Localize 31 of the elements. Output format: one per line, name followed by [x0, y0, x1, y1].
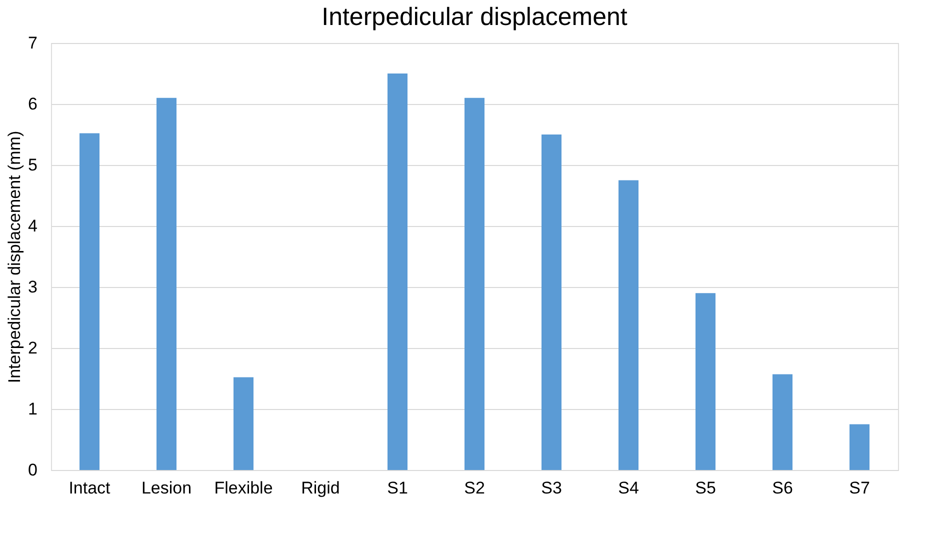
- y-tick-label: 6: [28, 94, 38, 114]
- y-axis-title: Interpedicular displacement (mm): [5, 130, 24, 384]
- x-tick-label: Intact: [68, 478, 111, 498]
- x-tick-label: S4: [618, 478, 639, 498]
- x-tick-label: S2: [464, 478, 485, 498]
- x-tick-label: S1: [387, 478, 408, 498]
- x-tick-label: S6: [772, 478, 793, 498]
- x-tick-label: Lesion: [141, 478, 192, 498]
- chart-title: Interpedicular displacement: [322, 3, 628, 31]
- bar: [850, 424, 870, 470]
- x-tick-label: S3: [541, 478, 562, 498]
- bar: [156, 98, 176, 470]
- bar: [388, 74, 408, 470]
- x-tick-label: Flexible: [214, 478, 273, 498]
- y-tick-label: 3: [28, 278, 38, 296]
- bar: [542, 134, 562, 470]
- bar: [80, 133, 100, 470]
- y-tick-label: 4: [28, 216, 38, 236]
- x-tick-label: Rigid: [301, 478, 340, 498]
- x-tick-label: S5: [695, 478, 716, 498]
- bar: [234, 377, 254, 470]
- bar: [618, 180, 638, 470]
- y-tick-label: 2: [28, 338, 38, 358]
- y-tick-label: 7: [28, 34, 38, 52]
- bar: [772, 374, 792, 470]
- y-tick-label: 0: [28, 460, 38, 480]
- bar: [464, 98, 484, 470]
- x-tick-label: S7: [849, 478, 870, 498]
- y-tick-label: 5: [28, 156, 38, 174]
- bar: [696, 293, 716, 470]
- y-tick-label: 1: [28, 400, 38, 418]
